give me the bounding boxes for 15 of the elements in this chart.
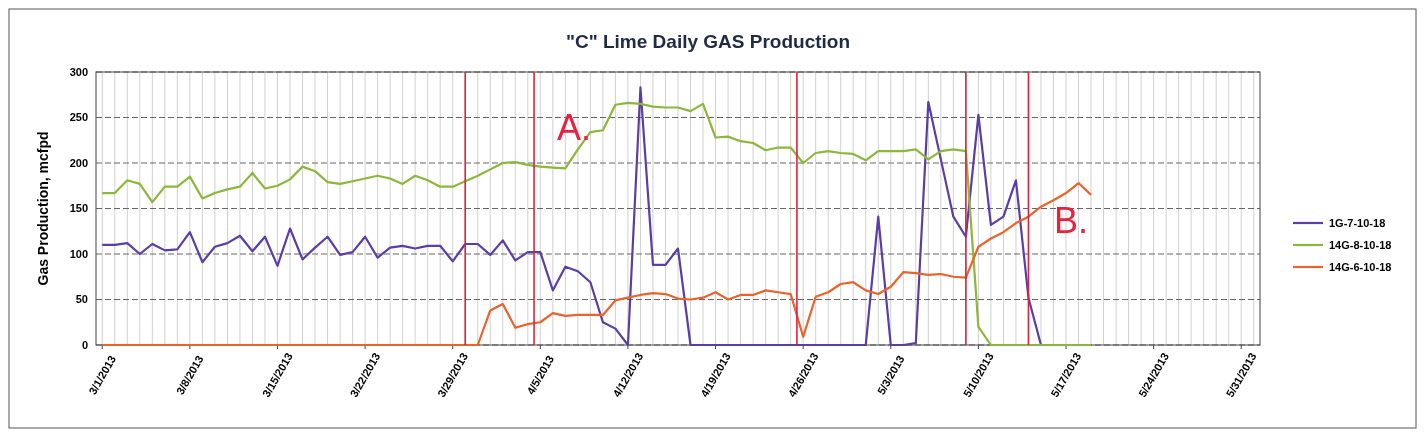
legend-label: 14G-8-10-18 [1329, 238, 1392, 251]
y-tick-label: 0 [81, 338, 88, 351]
y-axis-title: Gas Production, mcfpd [35, 131, 51, 286]
y-tick-label: 100 [69, 247, 88, 260]
legend-label: 14G-6-10-18 [1329, 260, 1392, 273]
annotation: B. [1053, 199, 1089, 241]
line-series [101, 181, 1093, 347]
y-tick-label: 200 [69, 156, 88, 169]
annotation: A. [556, 106, 592, 148]
y-tick-label: 150 [69, 202, 88, 215]
y-tick-label: 300 [69, 65, 88, 78]
chart-title: "C" Lime Daily GAS Production [565, 31, 851, 52]
y-tick-label: 50 [75, 293, 88, 306]
legend-label: 1G-7-10-18 [1329, 216, 1386, 229]
y-tick-label: 250 [69, 111, 88, 124]
